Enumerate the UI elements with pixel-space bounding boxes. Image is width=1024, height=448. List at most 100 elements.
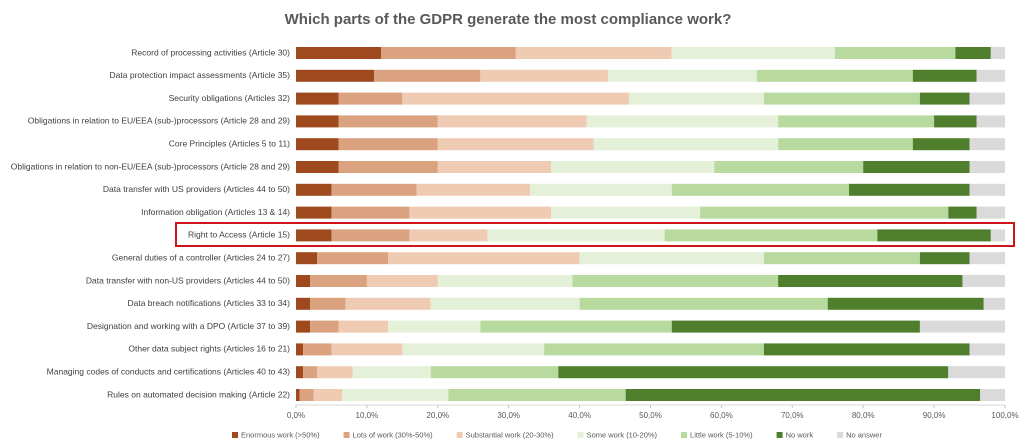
legend-label: Substantial work (20-30%): [466, 430, 554, 439]
bar-segment: [671, 183, 850, 196]
bar-segment: [579, 297, 828, 310]
bar-segment: [366, 275, 438, 287]
bar-segment: [296, 92, 339, 105]
legend-swatch: [232, 432, 238, 438]
bar-segment: [437, 115, 587, 128]
category-label: Data breach notifications (Articles 33 t…: [127, 298, 290, 308]
legend-swatch: [343, 432, 350, 438]
bar-segment: [402, 343, 545, 356]
bar-segment: [296, 206, 332, 219]
legend-swatch: [776, 432, 783, 438]
bar-segment: [480, 320, 672, 333]
bar-segment: [962, 275, 1005, 287]
bar-segment: [296, 47, 382, 59]
category-label: Designation and working with a DPO (Arti…: [87, 321, 290, 331]
bar-segment: [579, 252, 764, 265]
bar-segment: [919, 252, 970, 265]
bar-segment: [296, 252, 318, 265]
bar-segment: [529, 183, 672, 196]
bar-segment: [296, 229, 332, 242]
bar-segment: [296, 389, 300, 401]
category-label: Obligations in relation to EU/EEA (sub-)…: [28, 116, 290, 126]
x-tick-label: 100,0%: [991, 411, 1018, 420]
bar-segment: [629, 92, 764, 105]
legend-label: Enormous work (>50%): [241, 430, 320, 439]
bar-segment: [296, 275, 311, 287]
bar-segment: [430, 366, 559, 379]
bar-segment: [625, 389, 981, 401]
bar-segment: [310, 297, 346, 310]
bar-segment: [299, 389, 314, 401]
bar-segment: [763, 92, 920, 105]
bar-segment: [551, 206, 701, 219]
legend-label: No answer: [846, 430, 882, 439]
bar-segment: [373, 69, 481, 82]
x-tick-label: 0,0%: [287, 411, 305, 420]
bar-segment: [778, 138, 913, 151]
bar-segment: [331, 343, 403, 356]
bar-segment: [948, 366, 1005, 379]
bar-segment: [980, 389, 1005, 401]
bar-segment: [310, 275, 367, 287]
bar-segment: [416, 183, 530, 196]
bar-segment: [296, 297, 311, 310]
bar-segment: [990, 229, 1005, 242]
bar-segment: [990, 47, 1005, 59]
x-tick-label: 80,0%: [852, 411, 875, 420]
bar-segment: [331, 206, 410, 219]
bar-segment: [313, 389, 343, 401]
category-label: Data transfer with US providers (Article…: [103, 184, 290, 194]
bar-segment: [593, 138, 779, 151]
category-label: Right to Access (Article 15): [188, 230, 290, 240]
bar-segment: [388, 320, 481, 333]
x-tick-label: 60,0%: [710, 411, 733, 420]
bar-segment: [331, 183, 417, 196]
bar-segment: [763, 343, 970, 356]
bar-segment: [338, 320, 389, 333]
bar-segment: [976, 69, 1005, 82]
bar-segment: [409, 229, 488, 242]
category-label: Other data subject rights (Articles 16 t…: [128, 344, 290, 354]
bar-segment: [763, 252, 920, 265]
x-tick-label: 90,0%: [923, 411, 946, 420]
bar-segment: [849, 183, 970, 196]
bar-segment: [969, 343, 1005, 356]
x-tick-label: 40,0%: [568, 411, 591, 420]
bar-segment: [303, 343, 332, 356]
bar-segment: [402, 92, 630, 105]
legend-label: Little work (5-10%): [690, 430, 753, 439]
bar-segment: [671, 47, 835, 59]
bar-segment: [607, 69, 757, 82]
category-label: General duties of a controller (Articles…: [112, 252, 290, 262]
bar-segment: [409, 206, 552, 219]
category-label: Core Principles (Articles 5 to 11): [169, 138, 290, 148]
bar-segment: [296, 183, 332, 196]
legend-swatch: [456, 432, 463, 438]
bar-segment: [544, 343, 764, 356]
bar-segment: [664, 229, 878, 242]
category-label: Rules on automated decision making (Arti…: [107, 389, 290, 399]
bar-segment: [296, 366, 304, 379]
bar-segment: [296, 161, 339, 173]
chart-title: Which parts of the GDPR generate the mos…: [285, 11, 732, 28]
bar-segment: [827, 297, 984, 310]
bar-segment: [912, 138, 970, 151]
bar-segment: [969, 161, 1005, 173]
bar-segment: [437, 138, 594, 151]
bar-segment: [381, 47, 516, 59]
bar-segment: [515, 47, 672, 59]
bar-segment: [338, 138, 438, 151]
x-tick-label: 30,0%: [497, 411, 520, 420]
bar-segment: [551, 161, 715, 173]
category-label: Data protection impact assessments (Arti…: [110, 70, 291, 80]
x-tick-label: 50,0%: [639, 411, 662, 420]
category-label: Record of processing activities (Article…: [131, 47, 290, 57]
bar-segment: [863, 161, 970, 173]
bar-segment: [338, 161, 438, 173]
bar-segment: [345, 297, 431, 310]
bar-segment: [303, 366, 318, 379]
bar-segment: [969, 183, 1005, 196]
bar-segment: [671, 320, 920, 333]
bar-segment: [778, 275, 963, 287]
